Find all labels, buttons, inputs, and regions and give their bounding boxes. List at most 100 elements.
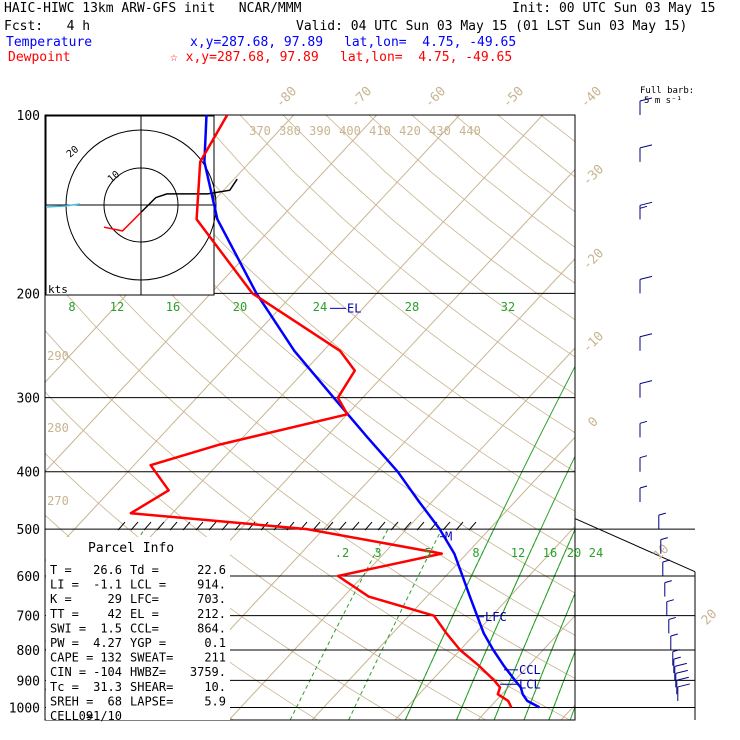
mixing-ratio-label: 32 xyxy=(501,300,515,314)
barb-flag-full xyxy=(677,683,690,688)
dry-adiabat xyxy=(110,115,575,512)
mixing-ratio-line xyxy=(404,365,575,720)
parcel-value2: 22.6 xyxy=(197,563,226,577)
mixing-ratio-line xyxy=(548,650,575,720)
isotherm-label: -80 xyxy=(273,84,300,111)
wind-barb xyxy=(660,537,668,554)
barb-flag-full xyxy=(676,676,689,681)
barb-flag-full xyxy=(675,669,688,674)
dry-adiabat xyxy=(325,115,575,321)
parcel-value: -1.1 xyxy=(93,578,122,592)
wind-barb xyxy=(666,599,674,616)
wind-barb xyxy=(674,662,687,681)
wind-barb xyxy=(639,97,653,115)
mixing-ratio-label-lower: 16 xyxy=(543,546,557,560)
isotherm-line xyxy=(727,115,740,720)
parcel-key: CELL = xyxy=(50,709,93,723)
wind-barb xyxy=(639,485,648,502)
barb-flag-full xyxy=(639,201,653,206)
hatch-mark xyxy=(364,521,373,531)
parcel-key2: LFC= xyxy=(130,592,159,606)
mixing-ratio-label-lower: .2 xyxy=(335,546,349,560)
theta-low-label: 280 xyxy=(47,421,69,435)
barb-flag-half xyxy=(672,649,680,653)
parcel-key2: LAPSE= xyxy=(130,694,173,708)
dry-adiabat xyxy=(454,115,575,213)
mixing-ratio-label: 12 xyxy=(110,300,124,314)
wind-barb xyxy=(639,380,653,398)
isotherm-line xyxy=(145,257,575,720)
barb-flag-half xyxy=(670,633,678,637)
hatch-mark xyxy=(182,521,191,531)
isotherm-label: 0 xyxy=(585,414,601,430)
dry-adiabat xyxy=(239,115,575,396)
wind-barb xyxy=(664,580,672,597)
dry-adiabat xyxy=(497,115,575,178)
dry-adiabat xyxy=(584,115,740,720)
parcel-value2: 211 xyxy=(204,651,226,665)
parcel-key: SREH = xyxy=(50,694,93,708)
parcel-key: PW = xyxy=(50,636,79,650)
parcel-value: 132 xyxy=(100,651,122,665)
isotherm-label: 20 xyxy=(699,607,721,629)
isotherm-line xyxy=(311,436,575,720)
barb-flag-half xyxy=(658,512,666,516)
pressure-label-200: 200 xyxy=(17,287,40,302)
level-label-M: M xyxy=(445,530,452,544)
mixing-ratio-dashed xyxy=(289,528,389,720)
hatch-mark xyxy=(312,521,321,531)
parcel-key: LI = xyxy=(50,578,79,592)
isotherm-line xyxy=(394,525,575,720)
isotherm-line xyxy=(644,115,740,720)
barb-flag-half xyxy=(664,580,672,584)
parcel-key2: Td = xyxy=(130,563,159,577)
parcel-key2: LCL = xyxy=(130,578,166,592)
dry-adiabat xyxy=(45,329,570,720)
barb-flag-half xyxy=(639,455,648,459)
wind-barb xyxy=(639,275,653,294)
parcel-value2: 914. xyxy=(197,578,226,592)
wind-barb xyxy=(675,669,688,688)
pressure-label-500: 500 xyxy=(17,523,40,538)
barb-flag-full xyxy=(639,144,653,149)
dry-adiabat xyxy=(411,115,575,248)
hatch-mark xyxy=(403,521,412,531)
parcel-key2: SHEAR= xyxy=(130,680,173,694)
mixing-ratio-label: 28 xyxy=(405,300,419,314)
model-title: HAIC-HIWC 13km ARW-GFS init NCAR/MMM xyxy=(4,1,302,16)
hatch-mark xyxy=(221,521,230,531)
wind-barb xyxy=(639,201,653,220)
hatch-mark xyxy=(143,521,152,531)
dry-adiabat xyxy=(45,142,575,594)
hatch-mark xyxy=(338,521,347,531)
wind-barb xyxy=(676,676,689,695)
parcel-key: CIN = xyxy=(50,665,86,679)
dewpoint-legend: Dewpoint xyxy=(8,50,71,65)
mixing-ratio-label-lower: 12 xyxy=(511,546,525,560)
parcel-key: SWI = xyxy=(50,621,86,635)
parcel-value2: 864. xyxy=(197,621,226,635)
barb-flag-full xyxy=(639,275,653,280)
barb-panel-edge xyxy=(574,518,696,573)
mixing-ratio-label-lower: 24 xyxy=(589,546,603,560)
pressure-label-700: 700 xyxy=(17,610,40,625)
hatch-mark xyxy=(351,521,360,531)
hatch-mark xyxy=(156,521,165,531)
isotherm-label: -70 xyxy=(348,84,375,111)
temperature-legend: Temperature xyxy=(6,35,93,50)
parcel-key: TT = xyxy=(50,607,79,621)
theta-label: 430 xyxy=(429,124,451,138)
isotherm-line xyxy=(45,115,461,562)
isotherm-label: -40 xyxy=(578,84,605,111)
hatch-mark xyxy=(169,521,178,531)
barb-flag-full xyxy=(639,97,653,102)
mixing-ratio-line xyxy=(523,592,575,720)
mixing-ratio-line xyxy=(589,293,740,720)
barb-key-unit: 5 m s⁻¹ xyxy=(644,96,682,106)
temperature-latlon: lat,lon= 4.75, -49.65 xyxy=(344,35,517,50)
dry-adiabat xyxy=(67,115,575,553)
wind-barb xyxy=(639,420,648,438)
dewpoint-latlon: lat,lon= 4.75, -49.65 xyxy=(340,50,513,65)
hatch-mark xyxy=(468,521,477,531)
